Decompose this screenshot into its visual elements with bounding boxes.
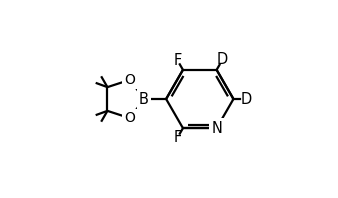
Text: B: B: [139, 91, 149, 107]
Text: O: O: [125, 111, 136, 125]
Text: O: O: [125, 73, 136, 87]
Text: F: F: [173, 130, 182, 145]
Text: F: F: [173, 53, 182, 68]
Text: D: D: [240, 91, 251, 107]
Text: N: N: [211, 121, 222, 136]
Text: D: D: [217, 52, 228, 67]
